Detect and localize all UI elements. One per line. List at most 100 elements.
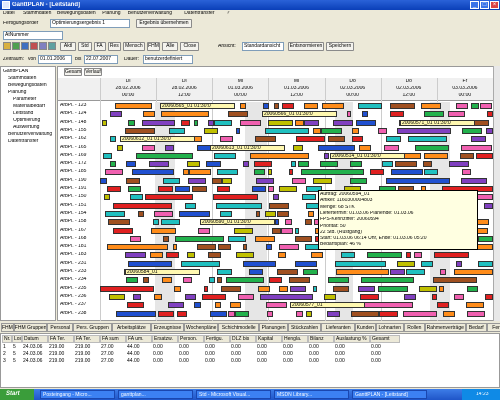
gantt-bar[interactable] bbox=[252, 186, 266, 192]
toolbar-icon[interactable] bbox=[48, 42, 56, 50]
gantt-bar[interactable] bbox=[136, 152, 193, 159]
gantt-bar[interactable] bbox=[301, 194, 316, 201]
gantt-bar[interactable] bbox=[194, 119, 199, 126]
gantt-bar[interactable] bbox=[125, 177, 141, 184]
window-control[interactable]: × bbox=[490, 1, 499, 9]
gantt-bar[interactable] bbox=[349, 161, 362, 168]
gantt-bar[interactable] bbox=[268, 169, 273, 176]
gantt-bar[interactable] bbox=[266, 310, 274, 317]
gantt-bar[interactable] bbox=[453, 293, 465, 300]
gantt-bar[interactable] bbox=[168, 302, 184, 309]
gantt-bar[interactable] bbox=[197, 244, 216, 251]
bottom-tab[interactable]: Stückzahlen bbox=[287, 323, 322, 332]
gantt-bar[interactable] bbox=[127, 302, 144, 309]
gantt-bar[interactable] bbox=[332, 285, 349, 292]
gantt-bar[interactable] bbox=[202, 293, 226, 300]
gantt-bar[interactable] bbox=[109, 293, 126, 300]
gantt-bar[interactable] bbox=[114, 103, 153, 109]
gantt-bar[interactable] bbox=[302, 269, 319, 275]
gantt-bar[interactable] bbox=[390, 269, 406, 275]
gantt-bar[interactable] bbox=[272, 227, 281, 234]
gantt-bar[interactable] bbox=[127, 119, 135, 126]
gantt-bar[interactable] bbox=[242, 260, 276, 267]
gantt-bar[interactable] bbox=[385, 136, 401, 143]
gantt-bar[interactable] bbox=[125, 277, 138, 284]
gantt-bar[interactable] bbox=[460, 177, 488, 184]
gantt-bar[interactable] bbox=[162, 235, 169, 242]
menu-item[interactable]: Datei bbox=[3, 11, 15, 16]
gantt-bar[interactable] bbox=[216, 186, 230, 192]
gantt-bar[interactable] bbox=[225, 277, 264, 284]
gantt-bar[interactable] bbox=[216, 277, 222, 284]
menu-item[interactable]: ? bbox=[226, 11, 230, 16]
gantt-bar[interactable] bbox=[460, 152, 474, 159]
gantt-bar[interactable] bbox=[377, 285, 409, 292]
gantt-bar[interactable] bbox=[312, 285, 317, 292]
gantt-bar[interactable] bbox=[238, 293, 255, 300]
gantt-bar[interactable] bbox=[254, 161, 273, 168]
gantt-bar[interactable] bbox=[362, 111, 369, 118]
gantt-bar[interactable] bbox=[294, 235, 313, 242]
gantt-bar[interactable] bbox=[377, 127, 388, 134]
gantt-bar[interactable] bbox=[288, 169, 294, 176]
gantt-bar[interactable] bbox=[204, 285, 209, 292]
gantt-bar[interactable] bbox=[352, 127, 360, 134]
gantt-bar[interactable] bbox=[327, 310, 341, 317]
toolbar-icon[interactable] bbox=[21, 42, 29, 50]
gantt-bar[interactable] bbox=[456, 260, 462, 267]
gantt-bar[interactable] bbox=[424, 111, 445, 118]
gantt-bar[interactable] bbox=[334, 260, 387, 267]
gantt-bar[interactable] bbox=[379, 310, 398, 317]
bottom-tab[interactable]: Rollen bbox=[404, 323, 425, 332]
gantt-bar[interactable] bbox=[240, 119, 262, 126]
gantt-bar[interactable] bbox=[295, 260, 317, 267]
gantt-bar[interactable] bbox=[187, 252, 195, 259]
gantt-bar[interactable] bbox=[423, 169, 438, 176]
gantt-bar[interactable] bbox=[117, 144, 124, 151]
gantt-bar[interactable] bbox=[443, 310, 456, 317]
order-select[interactable]: Optimierungsergebnis 1 bbox=[50, 19, 130, 28]
gantt-bar[interactable] bbox=[461, 169, 472, 176]
tree-item[interactable]: Benutzerverwaltung bbox=[8, 132, 53, 137]
gantt-bar[interactable] bbox=[214, 119, 232, 126]
taskbar-item[interactable]: MSDN Library... bbox=[274, 390, 349, 399]
gantt-bar[interactable] bbox=[320, 161, 338, 168]
gantt-bar[interactable] bbox=[413, 252, 422, 259]
gantt-bar[interactable] bbox=[274, 219, 279, 226]
gantt-bar[interactable] bbox=[148, 161, 169, 168]
gantt-bar[interactable] bbox=[235, 252, 254, 259]
gantt-bar[interactable] bbox=[277, 252, 287, 259]
gantt-bar[interactable] bbox=[242, 161, 249, 168]
gantt-bar[interactable] bbox=[240, 103, 246, 109]
gantt-bar[interactable] bbox=[312, 177, 332, 184]
gantt-bar[interactable] bbox=[187, 177, 207, 184]
bottom-tab[interactable]: Bedarf bbox=[466, 323, 487, 332]
gantt-bar[interactable] bbox=[448, 111, 465, 118]
gantt-bar[interactable] bbox=[184, 202, 197, 209]
bottom-tab[interactable]: Wochenpläne bbox=[184, 323, 218, 332]
gantt-bar[interactable] bbox=[471, 103, 480, 109]
gantt-bar[interactable] bbox=[182, 277, 193, 284]
gantt-bar[interactable] bbox=[460, 144, 493, 151]
gantt-bar[interactable] bbox=[213, 152, 236, 159]
tree-item[interactable]: Auswertung bbox=[13, 125, 40, 130]
gantt-bar[interactable] bbox=[197, 227, 211, 234]
gantt-bar[interactable] bbox=[158, 186, 173, 192]
gantt-bar[interactable] bbox=[296, 310, 304, 317]
gantt-bar[interactable] bbox=[351, 310, 379, 317]
gantt-bar[interactable] bbox=[235, 127, 241, 134]
gantt-bar[interactable] bbox=[366, 252, 402, 259]
gantt-bar[interactable] bbox=[129, 235, 142, 242]
gantt-bar[interactable] bbox=[418, 285, 438, 292]
gantt-bar[interactable] bbox=[194, 302, 201, 309]
gantt-bar[interactable] bbox=[290, 161, 297, 168]
gantt-bar[interactable] bbox=[204, 127, 218, 134]
filter-select[interactable]: AtNummer bbox=[3, 31, 63, 40]
gantt-bar[interactable] bbox=[285, 219, 292, 226]
gantt-bar[interactable] bbox=[389, 111, 405, 118]
gantt-bar[interactable] bbox=[439, 285, 444, 292]
bottom-tab[interactable]: Rahmenverträge bbox=[424, 323, 466, 332]
gantt-bar[interactable] bbox=[162, 177, 181, 184]
gantt-bar[interactable] bbox=[115, 310, 156, 317]
gantt-bar[interactable] bbox=[265, 244, 273, 251]
